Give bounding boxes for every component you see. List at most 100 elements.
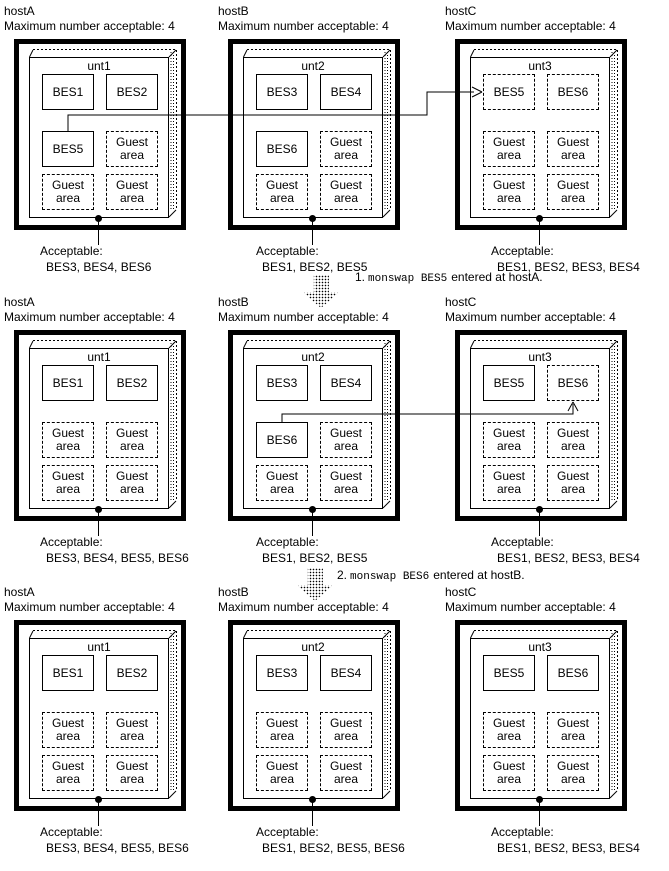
leader-line	[98, 799, 99, 826]
unit-face: unt3 BES5 BES6 Guest area Guest area Gue…	[470, 57, 610, 218]
unit-cell: Guest area	[256, 755, 308, 791]
unit-cell: BES3	[256, 655, 308, 691]
swap-note-2: 2. monswap BES6 entered at hostB.	[337, 569, 525, 584]
host-frame: unt3 BES5 BES6 Guest area Guest area Gue…	[455, 330, 627, 521]
acceptable-title: Acceptable:	[491, 535, 554, 549]
unit-cell: Guest area	[256, 174, 308, 210]
host-block: hostA Maximum number acceptable: 4 unt1 …	[4, 5, 230, 290]
unit-box: unt2 BES3 BES4 BES6 Guest area Guest are…	[243, 340, 391, 509]
unit-cell: Guest area	[483, 174, 535, 210]
unit-cell: Guest area	[42, 755, 94, 791]
host-name: hostC	[445, 295, 477, 309]
acceptable-title: Acceptable:	[256, 244, 319, 258]
unit-cell: Guest area	[547, 422, 599, 458]
max-acceptable-label: Maximum number acceptable: 4	[445, 310, 616, 324]
host-block: hostC Maximum number acceptable: 4 unt3 …	[445, 5, 669, 290]
unit-cell: Guest area	[42, 174, 94, 210]
unit-cell: Guest area	[106, 755, 158, 791]
host-frame: unt1 BES1 BES2 Guest area Guest area Gue…	[14, 620, 186, 811]
unit-box: unt1 BES1 BES2 Guest area Guest area Gue…	[29, 340, 177, 509]
unit-cell: Guest area	[106, 174, 158, 210]
acceptable-title: Acceptable:	[256, 535, 319, 549]
unit-cell: BES1	[42, 74, 94, 110]
max-acceptable-label: Maximum number acceptable: 4	[4, 310, 175, 324]
leader-line	[312, 509, 313, 536]
unit-label: unt2	[301, 59, 325, 73]
unit-box: unt3 BES5 BES6 Guest area Guest area Gue…	[470, 630, 618, 799]
unit-cell: Guest area	[106, 465, 158, 501]
acceptable-list: BES1, BES2, BES3, BES4	[497, 551, 640, 565]
unit-box: unt3 BES5 BES6 Guest area Guest area Gue…	[470, 49, 618, 218]
acceptable-list: BES3, BES4, BES6	[46, 260, 152, 274]
host-block: hostC Maximum number acceptable: 4 unt3 …	[445, 586, 669, 871]
unit-cell: Guest area	[483, 755, 535, 791]
unit-cell: Guest area	[256, 712, 308, 748]
host-block: hostC Maximum number acceptable: 4 unt3 …	[445, 296, 669, 581]
host-block: hostB Maximum number acceptable: 4 unt2 …	[218, 5, 444, 290]
unit-cell: BES5	[483, 74, 535, 110]
unit-cell: BES6	[547, 655, 599, 691]
acceptable-list: BES3, BES4, BES5, BES6	[46, 551, 189, 565]
acceptable-title: Acceptable:	[40, 825, 103, 839]
unit-cell: BES2	[106, 74, 158, 110]
host-block: hostA Maximum number acceptable: 4 unt1 …	[4, 296, 230, 581]
acceptable-title: Acceptable:	[491, 244, 554, 258]
host-name: hostB	[218, 585, 249, 599]
unit-cell: BES3	[256, 74, 308, 110]
leader-line	[539, 509, 540, 536]
unit-cell: Guest area	[483, 131, 535, 167]
unit-cell: Guest area	[106, 422, 158, 458]
unit-cell: BES5	[42, 131, 94, 167]
unit-cell: BES6	[547, 74, 599, 110]
unit-box: unt1 BES1 BES2 Guest area Guest area Gue…	[29, 630, 177, 799]
note-suffix: entered at hostA.	[451, 270, 543, 284]
unit-cell: Guest area	[547, 465, 599, 501]
unit-3d-edges	[470, 340, 618, 509]
unit-box: unt3 BES5 BES6 Guest area Guest area Gue…	[470, 340, 618, 509]
unit-box: unt1 BES1 BES2 BES5 Guest area Guest are…	[29, 49, 177, 218]
leader-line	[539, 218, 540, 245]
leader-line	[98, 218, 99, 245]
note-command: monswap BES6	[350, 571, 430, 583]
unit-cell: BES4	[320, 655, 372, 691]
note-number: 1.	[355, 270, 366, 284]
unit-3d-edges	[29, 340, 177, 509]
unit-cell: Guest area	[547, 174, 599, 210]
host-name: hostB	[218, 295, 249, 309]
host-frame: unt1 BES1 BES2 Guest area Guest area Gue…	[14, 330, 186, 521]
unit-3d-edges	[29, 630, 177, 799]
max-acceptable-label: Maximum number acceptable: 4	[4, 600, 175, 614]
unit-cell: Guest area	[320, 465, 372, 501]
acceptable-list: BES1, BES2, BES5, BES6	[262, 841, 405, 855]
acceptable-title: Acceptable:	[491, 825, 554, 839]
host-block: hostB Maximum number acceptable: 4 unt2 …	[218, 586, 444, 871]
note-number: 2.	[337, 568, 348, 582]
unit-label: unt2	[301, 350, 325, 364]
note-suffix: entered at hostB.	[433, 568, 525, 582]
acceptable-list: BES1, BES2, BES5	[262, 551, 368, 565]
unit-cell: Guest area	[106, 712, 158, 748]
unit-label: unt3	[528, 350, 552, 364]
unit-cell: BES6	[256, 422, 308, 458]
swap-note-1: 1. monswap BES5 entered at hostA.	[355, 271, 543, 286]
unit-cell: BES5	[483, 365, 535, 401]
unit-cell: Guest area	[106, 131, 158, 167]
acceptable-title: Acceptable:	[40, 244, 103, 258]
unit-cell: Guest area	[547, 131, 599, 167]
unit-cell: BES1	[42, 655, 94, 691]
unit-label: unt1	[87, 640, 111, 654]
unit-cell: Guest area	[320, 174, 372, 210]
note-command: monswap BES5	[368, 273, 448, 285]
unit-label: unt1	[87, 59, 111, 73]
max-acceptable-label: Maximum number acceptable: 4	[4, 19, 175, 33]
unit-cell: Guest area	[547, 712, 599, 748]
host-name: hostA	[4, 295, 35, 309]
unit-face: unt2 BES3 BES4 Guest area Guest area Gue…	[243, 638, 383, 799]
host-block: hostB Maximum number acceptable: 4 unt2 …	[218, 296, 444, 581]
host-frame: unt2 BES3 BES4 BES6 Guest area Guest are…	[228, 39, 400, 230]
unit-cell: BES3	[256, 365, 308, 401]
unit-label: unt1	[87, 350, 111, 364]
max-acceptable-label: Maximum number acceptable: 4	[218, 310, 389, 324]
unit-face: unt2 BES3 BES4 BES6 Guest area Guest are…	[243, 57, 383, 218]
